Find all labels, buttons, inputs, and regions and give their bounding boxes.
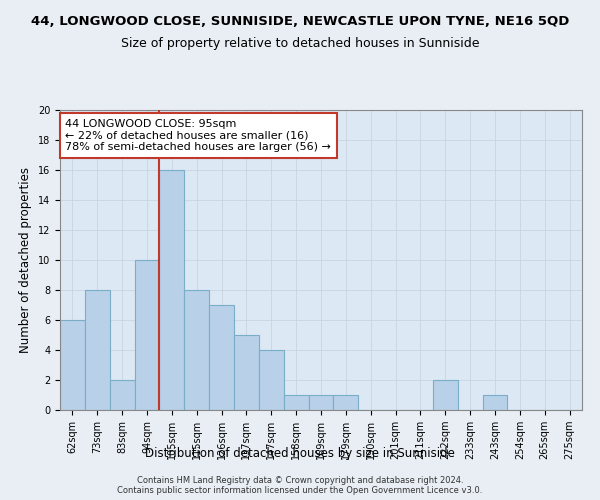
Bar (308, 395, 334, 410)
Bar (433, 380, 458, 410)
Bar (482, 395, 508, 410)
Bar (110, 380, 134, 410)
Bar (60, 320, 85, 410)
Bar (184, 290, 209, 410)
Bar (259, 350, 284, 410)
Bar (284, 395, 308, 410)
Text: 44, LONGWOOD CLOSE, SUNNISIDE, NEWCASTLE UPON TYNE, NE16 5QD: 44, LONGWOOD CLOSE, SUNNISIDE, NEWCASTLE… (31, 15, 569, 28)
Bar (209, 305, 234, 410)
Text: Contains HM Land Registry data © Crown copyright and database right 2024.
Contai: Contains HM Land Registry data © Crown c… (118, 476, 482, 495)
Text: Distribution of detached houses by size in Sunniside: Distribution of detached houses by size … (145, 448, 455, 460)
Bar (334, 395, 358, 410)
Text: 44 LONGWOOD CLOSE: 95sqm
← 22% of detached houses are smaller (16)
78% of semi-d: 44 LONGWOOD CLOSE: 95sqm ← 22% of detach… (65, 119, 331, 152)
Y-axis label: Number of detached properties: Number of detached properties (19, 167, 32, 353)
Bar (134, 260, 160, 410)
Bar (160, 170, 184, 410)
Bar (234, 335, 259, 410)
Bar (85, 290, 110, 410)
Text: Size of property relative to detached houses in Sunniside: Size of property relative to detached ho… (121, 38, 479, 51)
